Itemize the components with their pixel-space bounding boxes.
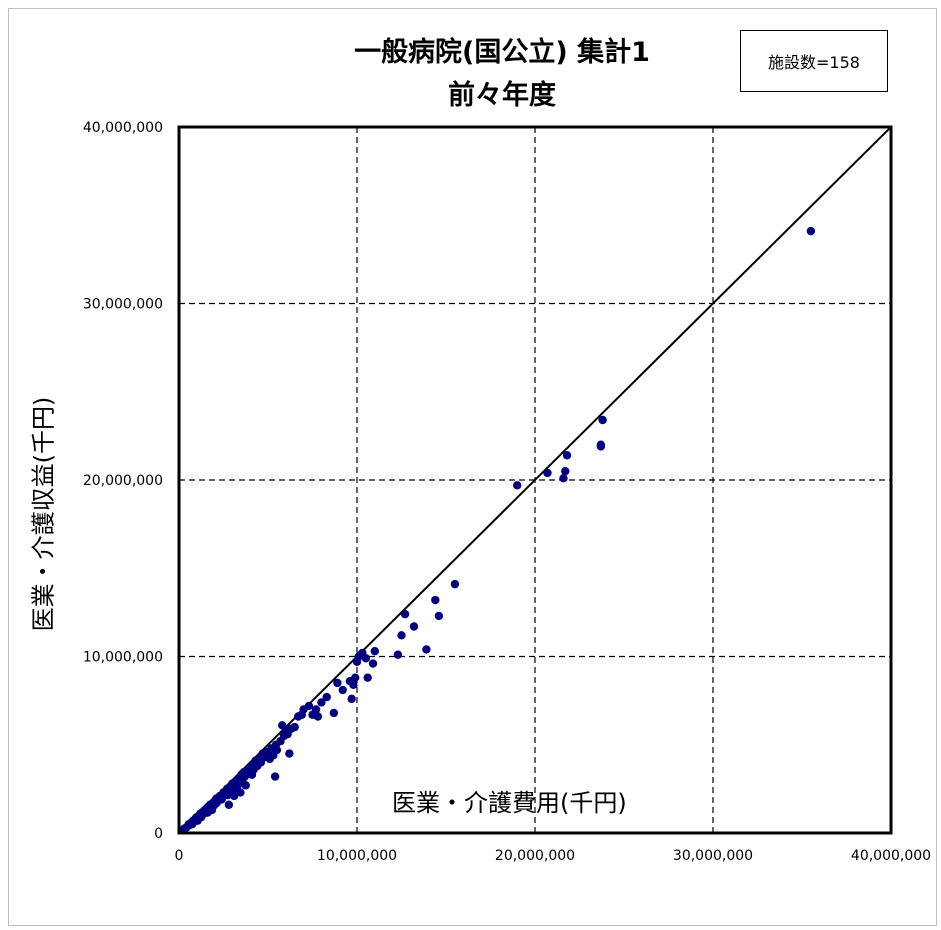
x-tick-label: 20,000,000 <box>495 848 575 864</box>
data-point <box>229 791 239 801</box>
data-point <box>349 680 358 689</box>
y-tick-label: 40,000,000 <box>83 120 163 136</box>
data-point <box>311 705 321 714</box>
data-point <box>333 678 342 688</box>
points-layer <box>178 226 816 835</box>
x-tick-label: 30,000,000 <box>673 848 753 864</box>
data-point <box>450 579 460 589</box>
y-tick-label: 10,000,000 <box>83 650 163 666</box>
data-point <box>393 650 403 659</box>
x-axis-label: 医業・介護費用(千円) <box>392 789 627 817</box>
data-point <box>434 611 444 621</box>
data-point <box>513 481 522 490</box>
data-point <box>347 694 356 704</box>
data-point <box>431 595 440 605</box>
plot-area <box>177 125 893 835</box>
data-point <box>272 745 282 755</box>
data-point <box>322 692 331 702</box>
data-point <box>422 645 431 654</box>
facility-count-label: 施設数=158 <box>768 53 860 72</box>
data-point <box>241 781 250 790</box>
y-tick-label: 30,000,000 <box>83 297 163 313</box>
chart-title: 一般病院(国公立) 集計1 <box>354 37 650 68</box>
data-point <box>596 440 606 449</box>
data-point <box>304 701 314 711</box>
tick-labels-layer: 0 10,000,000 20,000,000 30,000,000 40,000,00… <box>83 120 931 864</box>
data-point <box>351 673 360 682</box>
data-point <box>285 749 294 758</box>
x-tick-label: 0 <box>175 848 184 864</box>
data-point <box>559 474 568 483</box>
data-point <box>338 685 347 695</box>
data-point <box>329 708 339 718</box>
data-point <box>313 712 323 721</box>
data-point <box>270 772 280 781</box>
data-point <box>400 609 410 619</box>
data-point <box>290 722 299 732</box>
data-point <box>598 415 607 425</box>
data-point <box>224 800 234 809</box>
y-tick-label: 0 <box>154 826 163 842</box>
data-point <box>397 631 406 640</box>
data-point <box>562 451 572 460</box>
chart-frame <box>8 8 937 926</box>
data-point <box>236 788 245 797</box>
y-tick-label: 20,000,000 <box>83 473 163 489</box>
data-point <box>543 468 552 478</box>
y-axis-label: 医業・介護収益(千円) <box>29 396 58 632</box>
chart-subtitle: 前々年度 <box>448 80 556 111</box>
data-point <box>368 659 378 668</box>
x-tick-label: 10,000,000 <box>317 848 397 864</box>
data-point <box>363 673 372 682</box>
data-point <box>561 466 570 476</box>
facility-count-box: 施設数=158 <box>740 30 888 92</box>
data-point <box>806 226 816 236</box>
data-point <box>409 622 419 631</box>
data-point <box>317 698 326 707</box>
data-point <box>370 647 379 656</box>
x-tick-label: 40,000,000 <box>851 848 931 864</box>
data-point <box>361 654 371 663</box>
